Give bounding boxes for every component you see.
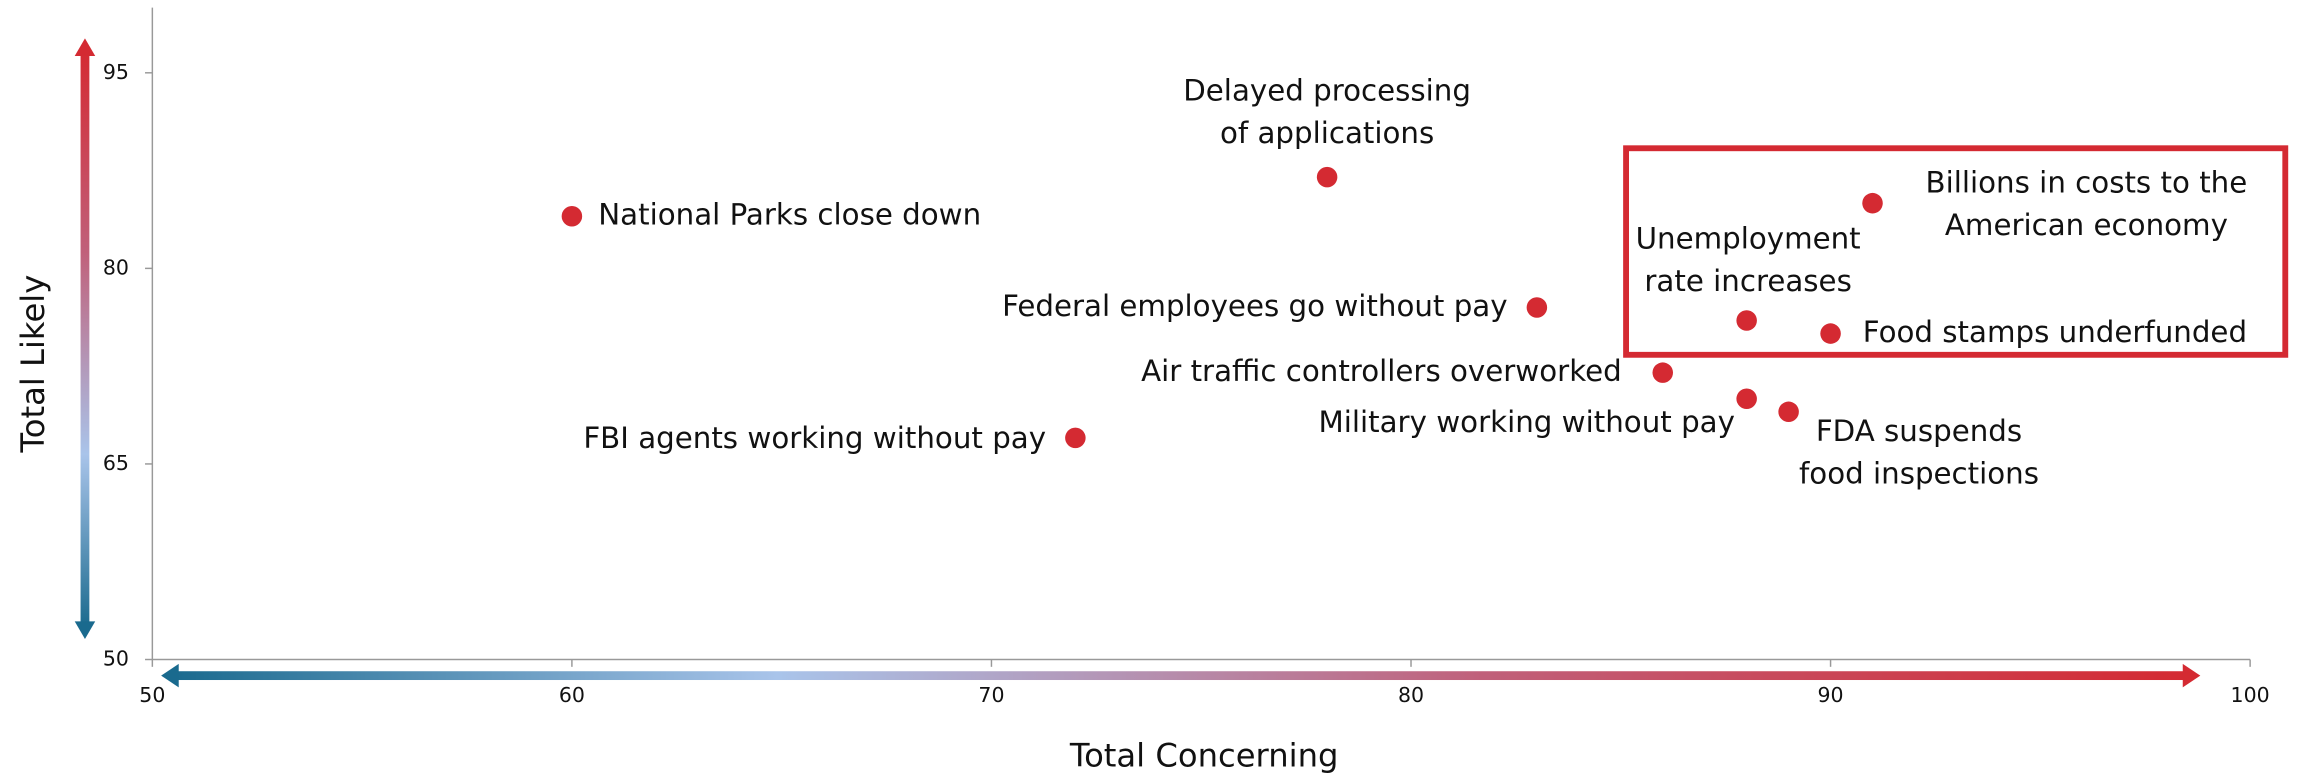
point-label: rate increases — [1644, 264, 1851, 298]
x-tick-label: 50 — [139, 683, 165, 707]
x-tick-label: 60 — [559, 683, 585, 707]
point — [1526, 297, 1548, 318]
y-tick-label: 80 — [103, 255, 129, 279]
x-axis-label: Total Concerning — [1069, 737, 1339, 775]
y-gradient-arrow — [74, 38, 96, 640]
point — [1820, 323, 1841, 344]
point-label: food inspections — [1799, 456, 2039, 490]
point-label: FDA suspends — [1816, 414, 2022, 448]
point-label: Military working without pay — [1318, 405, 1734, 439]
point-label: Unemployment — [1636, 221, 1861, 255]
x-tick-label: 100 — [2231, 683, 2270, 707]
point — [1065, 427, 1086, 449]
point-label: Air traffic controllers overworked — [1141, 354, 1622, 388]
point-label: Food stamps underfunded — [1863, 315, 2247, 349]
x-gradient-arrow — [161, 663, 2201, 688]
x-tick-label: 70 — [978, 683, 1004, 707]
x-tick-label: 80 — [1398, 683, 1424, 707]
highlight-box — [1623, 145, 2289, 358]
point — [1736, 310, 1757, 331]
y-tick-label: 65 — [103, 451, 129, 475]
y-tick-label: 95 — [103, 60, 129, 84]
point-label: American economy — [1945, 208, 2228, 242]
x-tick-label: 90 — [1818, 683, 1844, 707]
point — [1778, 401, 1799, 423]
point — [1652, 362, 1674, 383]
point-label: of applications — [1220, 116, 1434, 150]
point-label: FBI agents working without pay — [583, 421, 1046, 455]
y-axis-label: Total Likely — [14, 275, 52, 454]
point — [1316, 166, 1338, 188]
point — [1736, 388, 1757, 410]
point-label: National Parks close down — [598, 198, 981, 232]
point-label: Billions in costs to the — [1926, 166, 2248, 200]
point — [561, 205, 583, 227]
point-label: Federal employees go without pay — [1002, 289, 1507, 323]
point-label: Delayed processing — [1183, 74, 1471, 108]
y-tick-label: 50 — [103, 647, 129, 671]
point — [1862, 192, 1883, 214]
